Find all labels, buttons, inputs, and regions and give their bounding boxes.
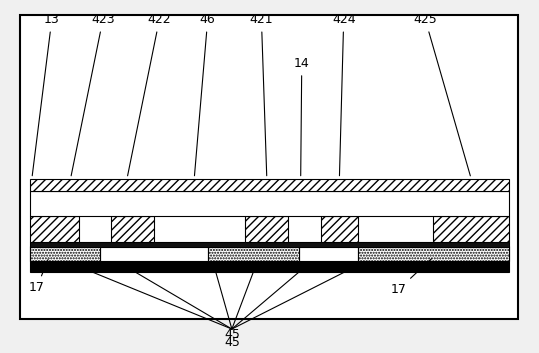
- Bar: [358, 247, 509, 262]
- Bar: [208, 246, 299, 262]
- Bar: [358, 246, 509, 262]
- Bar: [30, 246, 100, 262]
- Text: 46: 46: [195, 13, 216, 176]
- Bar: [30, 242, 509, 247]
- Text: 14: 14: [294, 57, 309, 176]
- Bar: [245, 216, 288, 242]
- Text: 45: 45: [224, 336, 240, 349]
- Text: 13: 13: [32, 13, 60, 176]
- Bar: [321, 216, 358, 242]
- Text: 45: 45: [224, 329, 240, 341]
- Text: 423: 423: [71, 13, 115, 176]
- Bar: [433, 216, 509, 242]
- Text: 421: 421: [250, 13, 273, 176]
- Bar: [19, 15, 519, 319]
- Text: 17: 17: [391, 259, 431, 296]
- Text: 424: 424: [332, 13, 356, 176]
- Text: 17: 17: [29, 259, 48, 294]
- Bar: [30, 247, 100, 262]
- Bar: [30, 179, 509, 191]
- Text: 422: 422: [128, 13, 171, 176]
- Text: 425: 425: [413, 13, 471, 176]
- Bar: [30, 191, 509, 216]
- Bar: [30, 262, 509, 272]
- Bar: [208, 247, 299, 262]
- Bar: [30, 216, 79, 242]
- Bar: [111, 216, 154, 242]
